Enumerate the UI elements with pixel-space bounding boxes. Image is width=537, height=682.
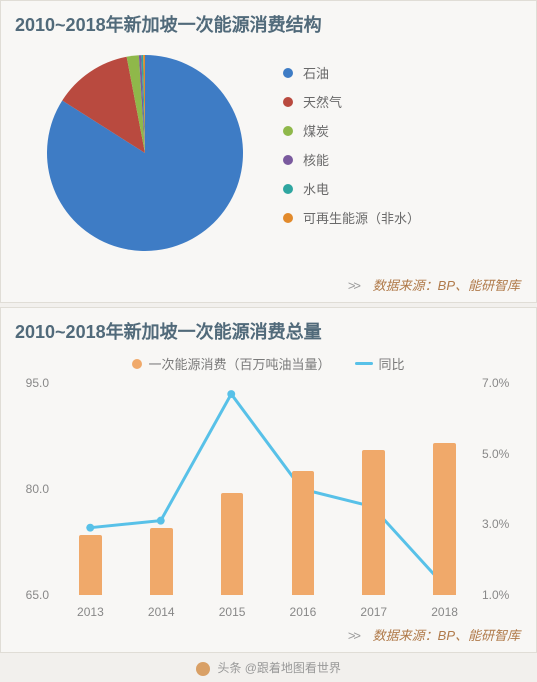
pie-title: 2010~2018年新加坡一次能源消费结构 [1,1,536,43]
legend-item: 天然气 [283,92,420,111]
line-marker [86,524,94,532]
bar [79,535,102,595]
pie-panel: 2010~2018年新加坡一次能源消费结构 石油天然气煤炭核能水电可再生能源（非… [0,0,537,303]
trend-line [90,394,443,584]
watermark-account: @跟着地图看世界 [245,661,341,675]
legend-line: 同比 [355,354,405,373]
legend-bar-label: 一次能源消费（百万吨油当量） [148,354,330,373]
bar [433,443,456,595]
combo-panel: 2010~2018年新加坡一次能源消费总量 一次能源消费（百万吨油当量） 同比 … [0,307,537,653]
watermark-prefix: 头条 [217,661,241,675]
x-tick: 2015 [219,605,246,619]
watermark: 头条 @跟着地图看世界 [0,657,537,682]
plot-area [55,383,478,595]
legend-item: 煤炭 [283,121,420,140]
legend-item: 水电 [283,179,420,198]
legend-label: 煤炭 [303,121,329,140]
legend-item: 可再生能源（非水） [283,208,420,227]
pie-legend: 石油天然气煤炭核能水电可再生能源（非水） [275,43,420,263]
legend-line-dash [355,362,373,365]
combo-legend: 一次能源消费（百万吨油当量） 同比 [15,354,522,373]
x-tick: 2017 [360,605,387,619]
pie-svg [35,43,255,263]
combo-source: >> 数据来源：BP、能研智库 [1,625,536,652]
y-left-tick: 80.0 [15,482,49,496]
legend-label: 可再生能源（非水） [303,208,420,227]
legend-dot [283,97,293,107]
source-arrows: >> [348,278,359,293]
bar [362,450,385,595]
bar [150,528,173,595]
legend-item: 石油 [283,63,420,82]
legend-dot [283,155,293,165]
y-right-tick: 3.0% [482,517,522,531]
bar [221,493,244,595]
x-tick: 2013 [77,605,104,619]
legend-bar-dot [132,359,142,369]
source-arrows: >> [348,628,359,643]
legend-line-label: 同比 [379,354,405,373]
line-marker [227,390,235,398]
avatar-icon [196,662,210,676]
pie-chart [15,43,275,263]
source-text: 数据来源：BP、能研智库 [373,628,520,643]
line-marker [157,517,165,525]
y-right-tick: 7.0% [482,376,522,390]
source-text: 数据来源：BP、能研智库 [373,278,520,293]
legend-label: 天然气 [303,92,342,111]
legend-label: 石油 [303,63,329,82]
x-tick: 2014 [148,605,175,619]
legend-dot [283,126,293,136]
legend-dot [283,68,293,78]
x-tick: 2016 [290,605,317,619]
legend-dot [283,213,293,223]
legend-bar: 一次能源消费（百万吨油当量） [132,354,330,373]
legend-label: 水电 [303,179,329,198]
line-layer [55,383,478,595]
pie-source: >> 数据来源：BP、能研智库 [1,275,536,302]
y-left-tick: 65.0 [15,588,49,602]
y-right-tick: 1.0% [482,588,522,602]
pie-area: 石油天然气煤炭核能水电可再生能源（非水） [1,43,536,275]
combo-chart: 65.0 80.0 95.0 1.0% 3.0% 5.0% 7.0% 2013 2014 2015… [15,379,522,619]
combo-area: 一次能源消费（百万吨油当量） 同比 65.0 80.0 95.0 1.0% 3.0% 5.… [1,350,536,625]
legend-item: 核能 [283,150,420,169]
y-right-tick: 5.0% [482,447,522,461]
y-left-tick: 95.0 [15,376,49,390]
bar [292,471,315,595]
combo-title: 2010~2018年新加坡一次能源消费总量 [1,308,536,350]
legend-dot [283,184,293,194]
x-tick: 2018 [431,605,458,619]
legend-label: 核能 [303,150,329,169]
